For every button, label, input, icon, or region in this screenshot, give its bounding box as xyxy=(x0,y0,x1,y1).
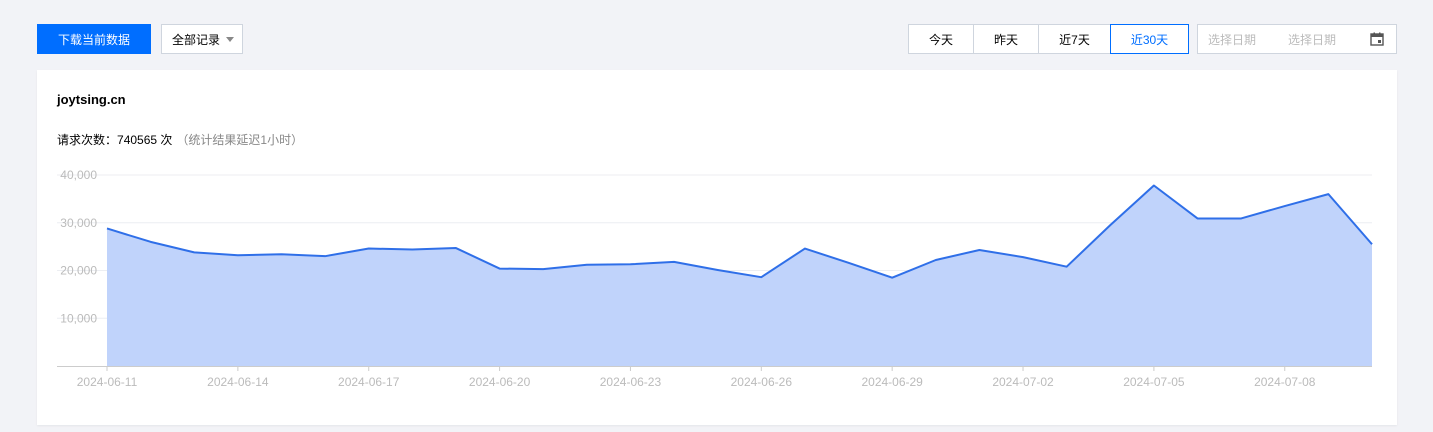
range-yesterday-button[interactable]: 昨天 xyxy=(973,24,1039,54)
date-end-input[interactable]: 选择日期 xyxy=(1288,32,1337,47)
x-tick-label: 2024-06-14 xyxy=(207,375,269,389)
y-tick-label: 20,000 xyxy=(60,264,97,278)
y-tick-label: 40,000 xyxy=(60,168,97,182)
download-data-button[interactable]: 下载当前数据 xyxy=(37,24,151,54)
y-tick-label: 10,000 xyxy=(60,311,97,325)
summary-value: 740565 xyxy=(117,133,158,147)
x-tick-label: 2024-07-02 xyxy=(992,375,1054,389)
range-7days-button[interactable]: 近7天 xyxy=(1038,24,1111,54)
summary-note: （统计结果延迟1小时） xyxy=(176,133,304,147)
x-tick-label: 2024-07-05 xyxy=(1123,375,1185,389)
x-tick-label: 2024-06-29 xyxy=(861,375,923,389)
area-fill xyxy=(107,185,1372,366)
calendar-icon[interactable] xyxy=(1370,32,1384,46)
x-tick-label: 2024-06-11 xyxy=(77,375,138,389)
time-range-group: 今天 昨天 近7天 近30天 xyxy=(908,24,1189,54)
domain-title: joytsing.cn xyxy=(57,92,126,107)
x-tick-label: 2024-06-26 xyxy=(731,375,793,389)
range-today-button[interactable]: 今天 xyxy=(908,24,974,54)
date-start-input[interactable]: 选择日期 xyxy=(1208,32,1257,47)
x-tick-label: 2024-07-08 xyxy=(1254,375,1316,389)
request-summary: 请求次数：740565 次（统计结果延迟1小时） xyxy=(57,131,303,148)
requests-area-chart: 10,000 20,000 30,000 40,000 2024-06-11 2024-0… xyxy=(57,168,1373,389)
date-range-picker[interactable]: 选择日期 选择日期 xyxy=(1197,24,1397,54)
x-tick-label: 2024-06-23 xyxy=(600,375,662,389)
x-tick-label: 2024-06-20 xyxy=(469,375,531,389)
caret-down-icon xyxy=(226,37,234,42)
summary-prefix: 请求次数： xyxy=(57,133,118,147)
y-tick-label: 30,000 xyxy=(60,216,97,230)
records-select-value: 全部记录 xyxy=(172,32,221,47)
summary-unit: 次 xyxy=(157,133,173,147)
series-line xyxy=(106,184,1373,279)
records-select[interactable]: 全部记录 xyxy=(161,24,243,54)
toolbar: 下载当前数据 全部记录 今天 昨天 近7天 近30天 选择日期 选择日期 xyxy=(0,0,1433,70)
range-30days-button[interactable]: 近30天 xyxy=(1110,24,1189,54)
x-tick-label: 2024-06-17 xyxy=(338,375,400,389)
traffic-card: joytsing.cn 请求次数：740565 次（统计结果延迟1小时） 10,… xyxy=(37,70,1397,425)
